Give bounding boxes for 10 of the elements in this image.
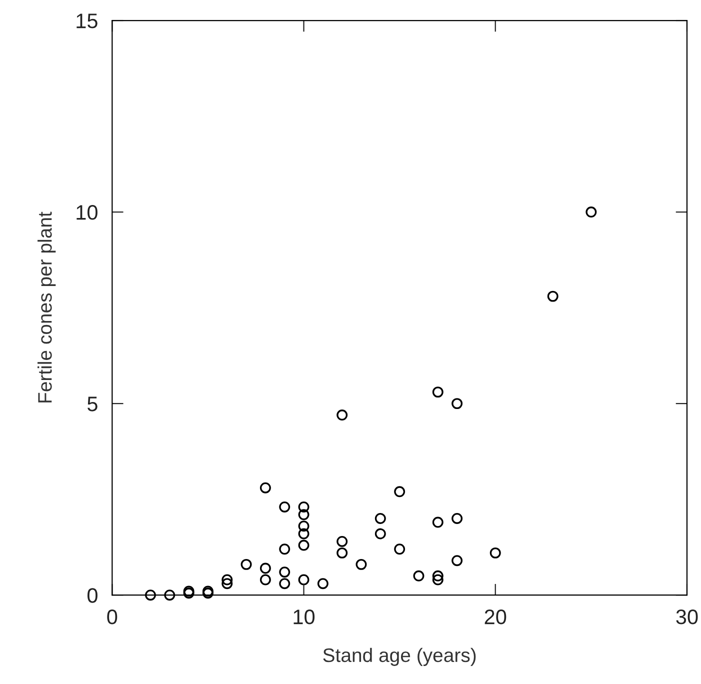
y-axis-title: Fertile cones per plant [38, 212, 56, 402]
x-tick-label: 30 [676, 610, 698, 624]
y-tick-label: 5 [88, 396, 98, 412]
y-tick-label: 15 [76, 14, 98, 28]
x-axis-title: Stand age (years) [323, 648, 476, 666]
x-tick-label: 0 [107, 610, 118, 624]
y-tick-label: 0 [88, 588, 98, 603]
x-tick-label: 20 [484, 610, 506, 624]
x-tick-label: 10 [294, 610, 315, 624]
y-tick-label: 10 [76, 205, 98, 220]
